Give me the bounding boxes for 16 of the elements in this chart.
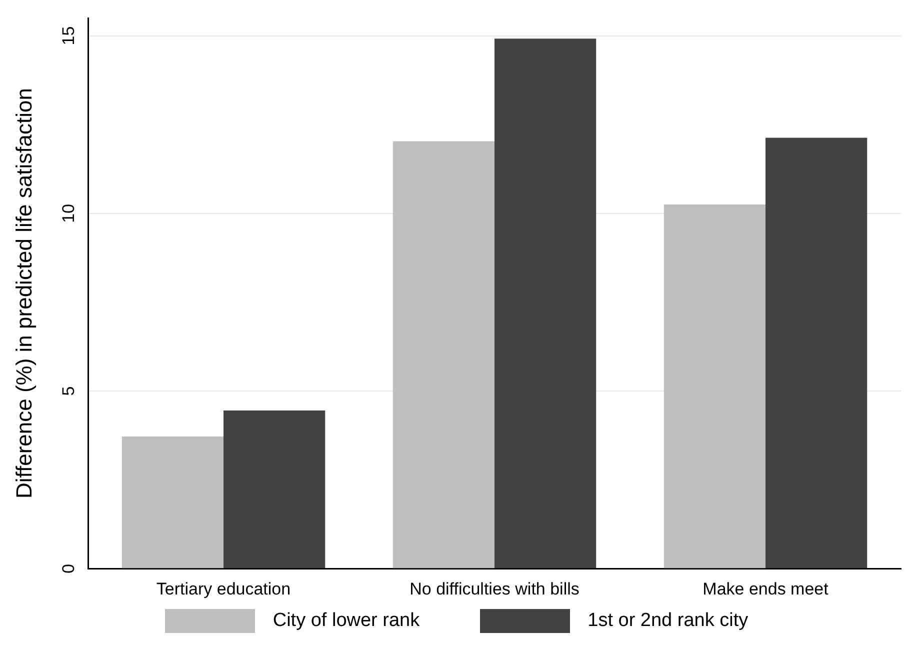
legend-label: 1st or 2nd rank city [588,610,748,632]
y-tick-label: 5 [59,386,78,396]
x-tick-label: Tertiary education [156,579,291,598]
x-tick-label: Make ends meet [702,579,829,598]
y-axis-title: Difference (%) in predicted life satisfaction [11,88,36,499]
bar [494,38,596,568]
x-tick-label: No difficulties with bills [410,579,580,598]
y-tick-label: 0 [59,564,78,574]
bar [664,204,766,568]
bar [122,436,224,568]
y-tick-label: 10 [59,204,78,223]
bar [224,410,326,568]
bar [392,141,494,568]
y-tick-label: 15 [59,26,78,46]
bar [766,138,868,568]
legend-label: City of lower rank [272,610,420,632]
